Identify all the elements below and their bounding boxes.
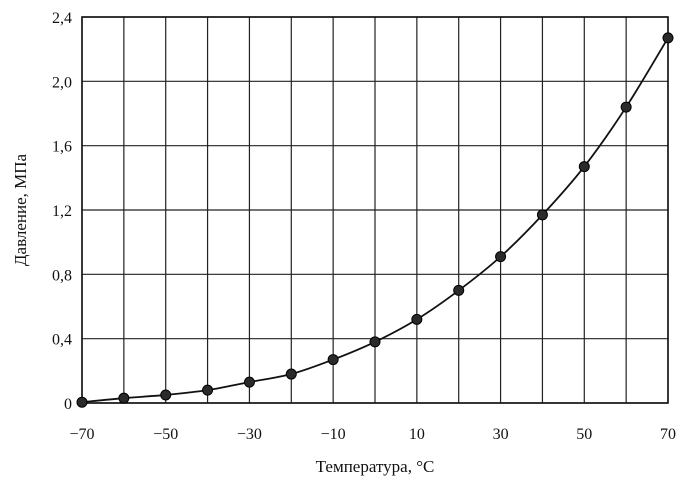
plot-frame — [81, 16, 669, 404]
data-point — [536, 209, 548, 221]
data-point — [495, 251, 507, 263]
data-point — [662, 32, 674, 44]
x-tick-label: 30 — [493, 426, 509, 443]
y-tick-label: 2,4 — [52, 10, 72, 27]
data-point — [369, 336, 381, 348]
data-point — [411, 313, 423, 325]
y-tick-label: 2,0 — [52, 74, 72, 91]
y-axis-title: Давление, МПа — [11, 153, 30, 266]
y-tick-label: 0,4 — [52, 332, 72, 349]
data-point — [578, 161, 590, 173]
data-point — [285, 368, 297, 380]
x-tick-label: −10 — [321, 426, 346, 443]
y-tick-label: 0,8 — [52, 267, 72, 284]
data-point — [160, 389, 172, 401]
x-tick-label: −70 — [69, 426, 94, 443]
y-tick-label: 1,2 — [52, 203, 72, 220]
x-tick-label: 70 — [660, 426, 676, 443]
x-tick-label: −50 — [153, 426, 178, 443]
data-point — [620, 101, 632, 113]
y-tick-label: 1,6 — [52, 139, 72, 156]
data-point — [118, 392, 130, 404]
x-tick-label: 50 — [576, 426, 592, 443]
data-point — [327, 354, 339, 366]
data-point — [76, 396, 88, 408]
x-tick-label: −30 — [237, 426, 262, 443]
data-point — [453, 284, 465, 296]
y-tick-labels: 0 0,4 0,8 1,2 1,6 2,0 2,4 — [52, 10, 72, 413]
data-point — [243, 376, 255, 388]
y-tick-label: 0 — [64, 396, 72, 413]
data-points — [76, 32, 674, 408]
x-axis-title: Температура, °С — [316, 457, 435, 476]
data-point — [202, 384, 214, 396]
x-tick-labels: −70 −50 −30 −10 10 30 50 70 — [69, 426, 676, 443]
x-tick-label: 10 — [409, 426, 425, 443]
